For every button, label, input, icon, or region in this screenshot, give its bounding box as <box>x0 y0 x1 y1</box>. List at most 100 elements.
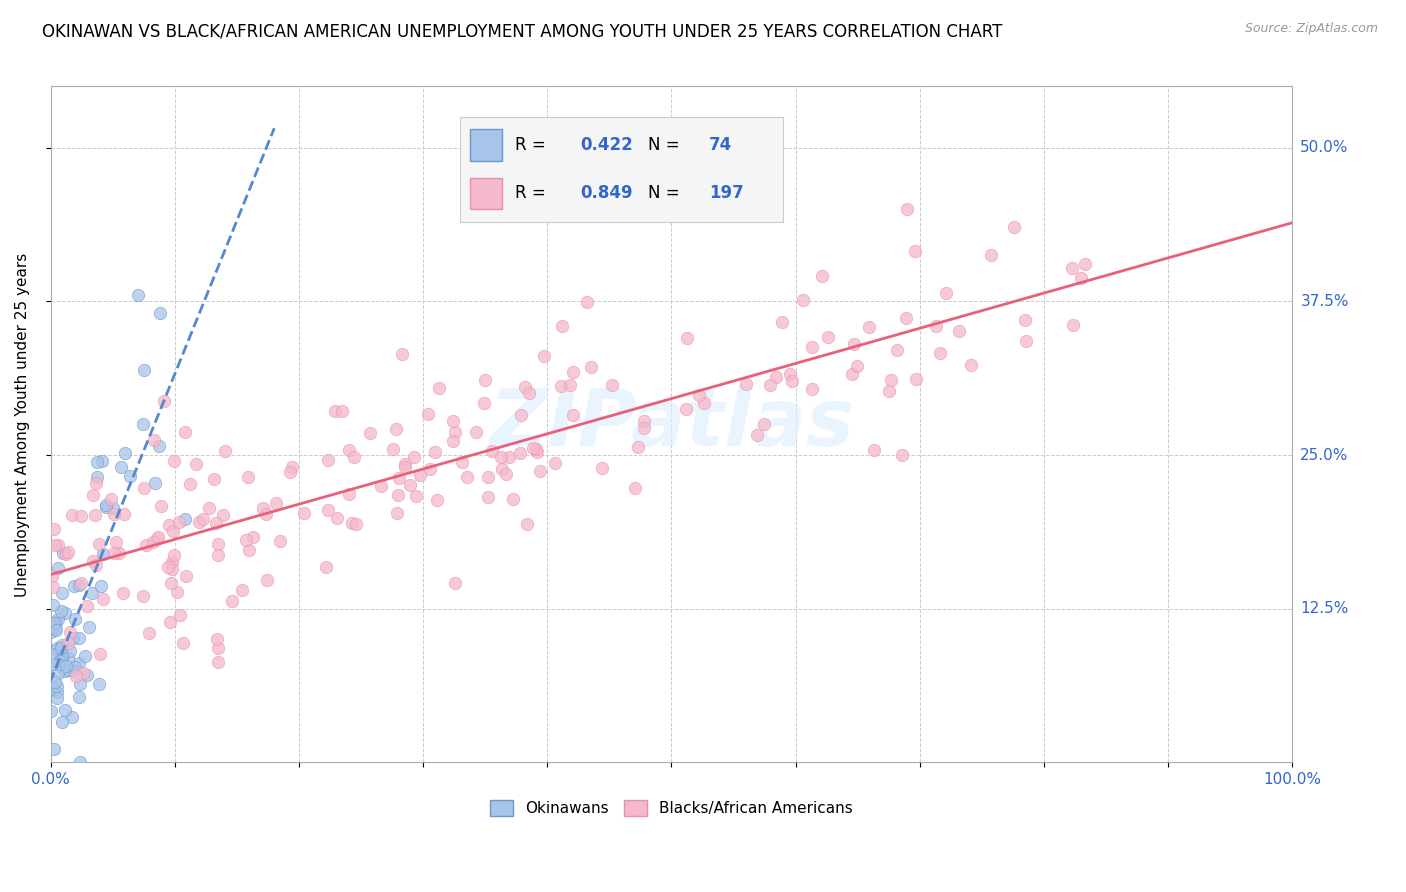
Point <box>509 446 531 460</box>
Point <box>441 414 464 428</box>
Point <box>169 607 191 622</box>
Point <box>384 422 406 436</box>
Point <box>41 681 63 695</box>
Point <box>959 358 981 372</box>
Point <box>451 455 474 469</box>
Point <box>62 664 84 678</box>
Point <box>278 465 301 479</box>
Point <box>70 509 93 524</box>
Point <box>464 425 486 439</box>
Point <box>134 363 156 377</box>
Point <box>103 546 125 560</box>
Point <box>56 636 79 650</box>
Point <box>575 295 598 310</box>
Point <box>49 641 72 656</box>
Point <box>877 384 900 398</box>
Point <box>623 481 645 495</box>
Point <box>163 548 186 562</box>
Point <box>925 318 948 333</box>
Point <box>1062 260 1084 275</box>
Point <box>205 632 228 647</box>
Point <box>51 638 73 652</box>
Point <box>388 471 411 485</box>
Point <box>477 491 499 505</box>
Point <box>65 659 87 673</box>
Point <box>118 469 141 483</box>
Point <box>330 404 353 418</box>
Point <box>198 500 221 515</box>
Point <box>980 247 1002 261</box>
Text: 12.5%: 12.5% <box>1301 601 1348 616</box>
Point <box>67 656 90 670</box>
Point <box>45 615 67 629</box>
Point <box>342 450 364 465</box>
Point <box>94 498 117 512</box>
Text: 25.0%: 25.0% <box>1301 448 1348 463</box>
Point <box>58 545 80 559</box>
Point <box>58 663 80 677</box>
Point <box>51 585 73 599</box>
Text: 37.5%: 37.5% <box>1301 294 1348 309</box>
Point <box>145 533 167 547</box>
Point <box>108 546 131 560</box>
Point <box>409 467 432 482</box>
Point <box>256 573 278 587</box>
Point <box>477 470 499 484</box>
Point <box>60 508 83 523</box>
Point <box>221 594 243 608</box>
Point <box>114 446 136 460</box>
Point <box>472 396 495 410</box>
Point <box>46 691 69 706</box>
Point <box>522 441 544 455</box>
Point <box>89 647 111 661</box>
Point <box>529 463 551 477</box>
Point <box>770 315 793 329</box>
Point <box>104 534 127 549</box>
Point <box>292 506 315 520</box>
Point <box>1014 312 1036 326</box>
Point <box>134 481 156 495</box>
Point <box>526 445 548 459</box>
Point <box>235 533 257 547</box>
Point <box>41 657 63 672</box>
Point <box>231 582 253 597</box>
Point <box>880 374 903 388</box>
Point <box>423 444 446 458</box>
Point <box>337 486 360 500</box>
Point <box>172 636 194 650</box>
Point <box>187 515 209 529</box>
Point <box>340 516 363 531</box>
Point <box>676 330 699 344</box>
Point <box>157 518 180 533</box>
Point <box>84 558 107 573</box>
Point <box>160 562 183 576</box>
Point <box>550 378 572 392</box>
Point <box>387 506 409 520</box>
Point <box>184 458 207 472</box>
Point <box>394 459 416 474</box>
Point <box>1070 270 1092 285</box>
Point <box>152 393 174 408</box>
Point <box>948 324 970 338</box>
Point <box>266 496 288 510</box>
Point <box>842 337 865 351</box>
Point <box>238 542 260 557</box>
Point <box>169 515 191 529</box>
Point <box>524 442 547 456</box>
Point <box>863 442 886 457</box>
Point <box>405 489 427 503</box>
Point <box>426 493 449 508</box>
Point <box>44 538 66 552</box>
Point <box>600 378 623 392</box>
Point <box>591 461 613 475</box>
Point <box>111 586 134 600</box>
Point <box>91 547 114 561</box>
Point <box>633 414 655 428</box>
Point <box>55 547 77 561</box>
Text: OKINAWAN VS BLACK/AFRICAN AMERICAN UNEMPLOYMENT AMONG YOUTH UNDER 25 YEARS CORRE: OKINAWAN VS BLACK/AFRICAN AMERICAN UNEMP… <box>42 22 1002 40</box>
Point <box>759 378 782 392</box>
Point <box>84 508 107 523</box>
Point <box>132 417 155 431</box>
Point <box>84 476 107 491</box>
Point <box>1002 219 1025 234</box>
